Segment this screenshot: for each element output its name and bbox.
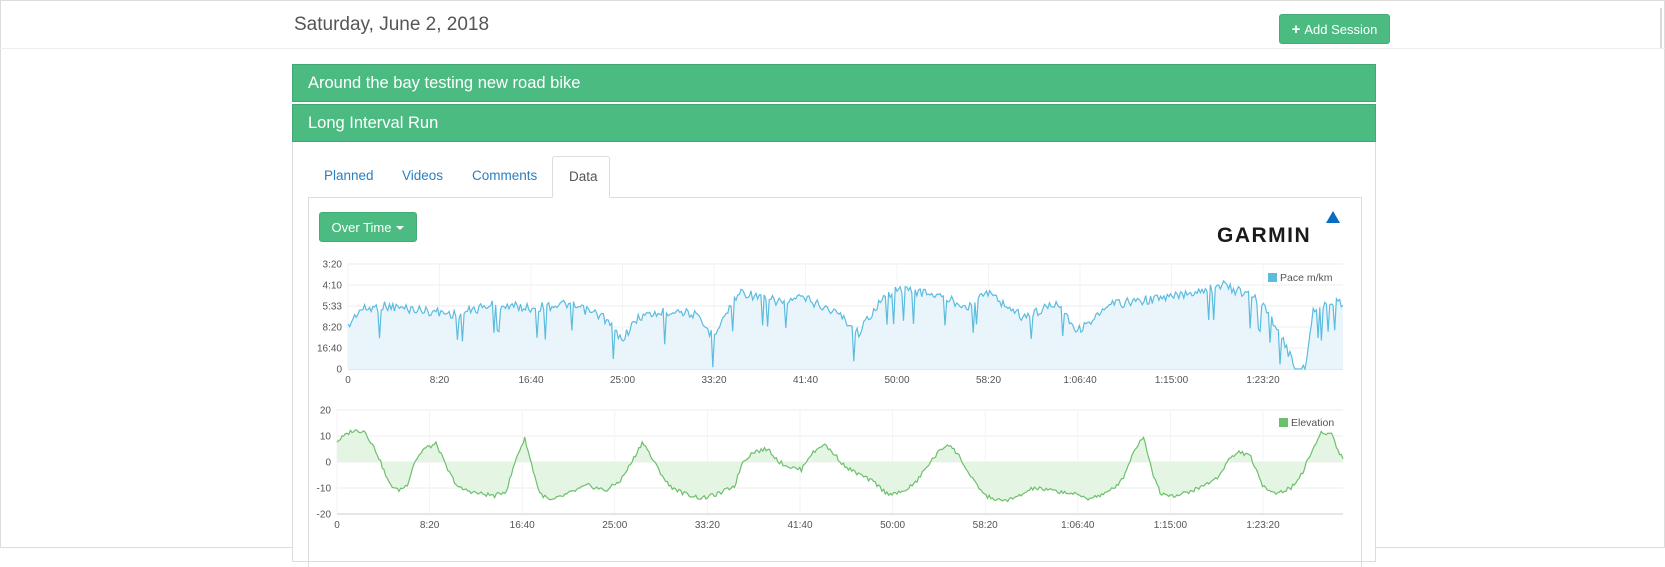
scrollbar-edge[interactable] [1660, 8, 1662, 48]
session-title: Around the bay testing new road bike [308, 73, 581, 92]
session-bar-bike[interactable]: Around the bay testing new road bike [292, 64, 1376, 102]
legend-swatch [1279, 418, 1288, 427]
x-tick-label: 1:15:00 [1154, 520, 1188, 531]
plus-icon: + [1291, 20, 1301, 38]
y-tick-label: 8:20 [323, 323, 343, 334]
x-tick-label: 8:20 [420, 520, 440, 531]
series-line [347, 279, 1344, 371]
caret-down-icon [396, 226, 405, 230]
x-tick-label: 41:40 [787, 520, 812, 531]
x-tick-label: 1:06:40 [1063, 375, 1097, 386]
tab-bar: Planned Videos Comments Data [308, 156, 1362, 198]
add-session-label: Add Session [1304, 21, 1378, 37]
data-tab-content: Over Time GARMIN [308, 197, 1362, 567]
view-mode-dropdown[interactable]: Over Time [319, 212, 417, 242]
y-tick-label: -20 [317, 510, 332, 521]
x-tick-label: 50:00 [884, 375, 909, 386]
x-tick-label: 58:20 [976, 375, 1001, 386]
garmin-logo: GARMIN [1217, 211, 1347, 251]
x-tick-label: 8:20 [430, 375, 450, 386]
session-bar-run[interactable]: Long Interval Run [292, 104, 1376, 142]
x-tick-label: 1:06:40 [1061, 520, 1095, 531]
series-area [348, 280, 1343, 369]
tab-planned[interactable]: Planned [324, 168, 374, 183]
y-tick-label: 3:20 [323, 260, 343, 271]
page-date-title: Saturday, June 2, 2018 [294, 14, 490, 35]
y-tick-label: 20 [320, 406, 332, 417]
garmin-wordmark: GARMIN [1217, 224, 1312, 247]
tab-data[interactable]: Data [552, 156, 610, 198]
y-tick-label: 0 [325, 458, 331, 469]
y-tick-label: 5:33 [323, 302, 343, 313]
x-tick-label: 58:20 [973, 520, 998, 531]
garmin-triangle-icon [1326, 211, 1340, 223]
legend-label: Elevation [1291, 417, 1334, 429]
add-session-button[interactable]: + Add Session [1279, 14, 1390, 44]
tab-videos[interactable]: Videos [402, 168, 444, 183]
x-tick-label: 25:00 [610, 375, 635, 386]
x-tick-label: 1:23:20 [1246, 520, 1280, 531]
view-mode-label: Over Time [331, 219, 392, 235]
y-tick-label: 10 [320, 432, 332, 443]
x-tick-label: 16:40 [510, 520, 535, 531]
legend-label: Pace m/km [1280, 272, 1333, 284]
x-tick-label: 1:23:20 [1246, 375, 1280, 386]
session-title: Long Interval Run [308, 113, 439, 132]
legend-swatch [1268, 273, 1277, 282]
y-tick-label: 4:10 [323, 281, 343, 292]
x-tick-label: 33:20 [695, 520, 720, 531]
y-tick-label: 0 [336, 365, 342, 376]
x-tick-label: 0 [334, 520, 340, 531]
y-tick-label: 16:40 [317, 344, 342, 355]
header-divider [0, 48, 1665, 49]
tab-comments[interactable]: Comments [472, 168, 538, 183]
x-tick-label: 0 [345, 375, 351, 386]
x-tick-label: 16:40 [518, 375, 543, 386]
y-tick-label: -10 [317, 484, 332, 495]
x-tick-label: 25:00 [602, 520, 627, 531]
x-tick-label: 33:20 [701, 375, 726, 386]
pace-chart: 3:20 4:10 5:33 8:20 16:40 00 8:20 16:40 25:00 33:… [317, 260, 1344, 386]
x-tick-label: 41:40 [793, 375, 818, 386]
x-tick-label: 1:15:00 [1155, 375, 1189, 386]
series-area [337, 429, 1343, 502]
series-line [336, 429, 1344, 503]
x-tick-label: 50:00 [880, 520, 905, 531]
